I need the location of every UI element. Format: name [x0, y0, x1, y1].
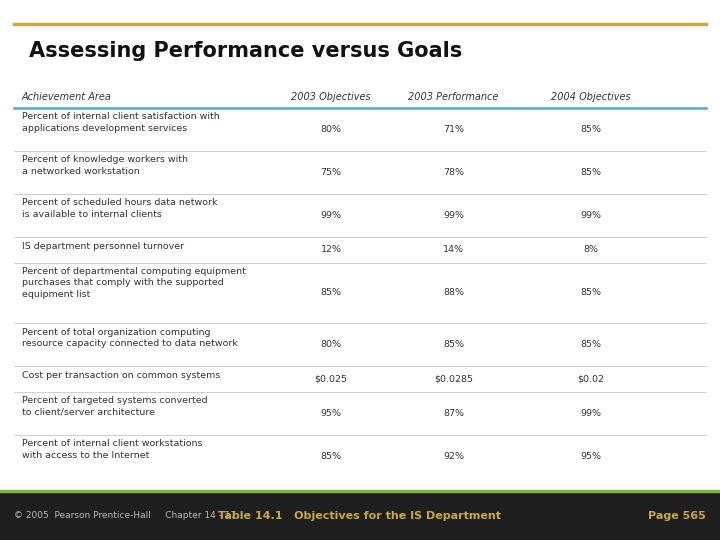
- Text: 85%: 85%: [580, 340, 601, 349]
- Text: 85%: 85%: [580, 288, 601, 298]
- Text: 85%: 85%: [320, 452, 342, 461]
- Text: Percent of total organization computing
resource capacity connected to data netw: Percent of total organization computing …: [22, 328, 238, 348]
- Text: 2003 Performance: 2003 Performance: [408, 92, 499, 102]
- Text: Achievement Area: Achievement Area: [22, 92, 112, 102]
- Text: Cost per transaction on common systems: Cost per transaction on common systems: [22, 371, 220, 380]
- Text: 95%: 95%: [580, 452, 601, 461]
- Text: 99%: 99%: [580, 409, 601, 418]
- Text: Percent of scheduled hours data network
is available to internal clients: Percent of scheduled hours data network …: [22, 199, 217, 219]
- Text: Assessing Performance versus Goals: Assessing Performance versus Goals: [29, 41, 462, 62]
- Text: 80%: 80%: [320, 340, 342, 349]
- Text: Page 565: Page 565: [648, 511, 706, 521]
- Text: $0.025: $0.025: [315, 375, 348, 383]
- Text: Percent of knowledge workers with
a networked workstation: Percent of knowledge workers with a netw…: [22, 156, 188, 176]
- Text: 85%: 85%: [443, 340, 464, 349]
- Text: 85%: 85%: [580, 125, 601, 134]
- Text: 80%: 80%: [320, 125, 342, 134]
- Text: 95%: 95%: [320, 409, 342, 418]
- Text: Percent of departmental computing equipment
purchases that comply with the suppo: Percent of departmental computing equipm…: [22, 267, 246, 299]
- Text: 88%: 88%: [443, 288, 464, 298]
- Text: 14%: 14%: [443, 245, 464, 254]
- Text: 75%: 75%: [320, 168, 342, 177]
- Text: IS department personnel turnover: IS department personnel turnover: [22, 241, 184, 251]
- Text: 85%: 85%: [580, 168, 601, 177]
- Text: Table 14.1   Objectives for the IS Department: Table 14.1 Objectives for the IS Departm…: [218, 511, 502, 521]
- Text: 92%: 92%: [443, 452, 464, 461]
- Text: 2003 Objectives: 2003 Objectives: [292, 92, 371, 102]
- Text: $0.02: $0.02: [577, 375, 604, 383]
- Text: 99%: 99%: [320, 211, 342, 220]
- Text: © 2005  Pearson Prentice-Hall     Chapter 14 - 17: © 2005 Pearson Prentice-Hall Chapter 14 …: [14, 511, 237, 520]
- Text: $0.0285: $0.0285: [434, 375, 473, 383]
- Text: 99%: 99%: [443, 211, 464, 220]
- Text: 8%: 8%: [583, 245, 598, 254]
- Text: 71%: 71%: [443, 125, 464, 134]
- Text: 78%: 78%: [443, 168, 464, 177]
- Text: 87%: 87%: [443, 409, 464, 418]
- Text: Percent of internal client satisfaction with
applications development services: Percent of internal client satisfaction …: [22, 112, 220, 133]
- Text: 12%: 12%: [320, 245, 342, 254]
- Text: 85%: 85%: [320, 288, 342, 298]
- Bar: [0, 491, 720, 540]
- Text: 99%: 99%: [580, 211, 601, 220]
- Text: 2004 Objectives: 2004 Objectives: [551, 92, 630, 102]
- Text: Percent of internal client workstations
with access to the Internet: Percent of internal client workstations …: [22, 439, 202, 460]
- Text: Percent of targeted systems converted
to client/server architecture: Percent of targeted systems converted to…: [22, 396, 207, 416]
